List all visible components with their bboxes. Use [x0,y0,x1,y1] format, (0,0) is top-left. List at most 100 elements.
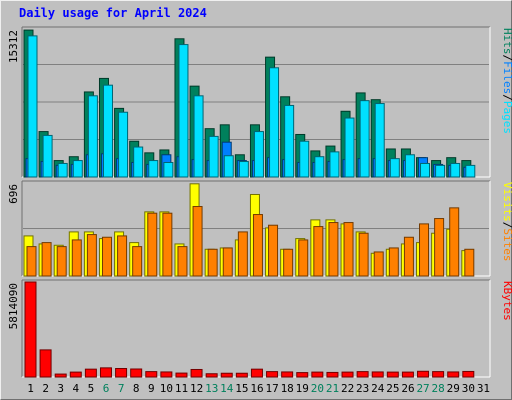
bar-sites [313,226,324,277]
bar-sites [373,251,384,277]
bar-pages [102,84,113,178]
day-label: 23 [356,382,369,395]
bar-pages [374,103,385,178]
bar-pages [133,146,144,178]
day-label: 15 [235,382,248,395]
bar-sites [283,248,294,277]
bar-pages [359,100,370,178]
bar-pages [344,117,355,178]
bar-kbytes [235,372,248,378]
bar-sites [237,231,248,277]
day-label: 20 [311,382,324,395]
day-label: 2 [42,382,49,395]
day-label: 18 [281,382,294,395]
bar-sites [222,247,233,277]
bar-kbytes [386,371,399,378]
bar-pages [465,164,476,178]
legend-item: Sites [501,228,512,261]
bar-sites [328,222,339,277]
bar-pages [389,158,400,178]
bar-pages [299,140,310,178]
bar-sites [403,236,414,277]
bar-pages [238,161,249,178]
bar-kbytes [99,367,112,378]
legend-label: KBytes [501,281,512,321]
y-max-label: 15312 [7,30,20,63]
day-label: 12 [190,382,203,395]
bar-kbytes [401,371,414,378]
bar-sites [117,235,128,277]
day-label: 27 [416,382,429,395]
legend-item: KBytes [501,281,512,321]
bar-pages [269,67,280,178]
y-max-label: 5814090 [7,283,20,329]
bar-pages [118,111,129,178]
bar-pages [87,95,98,178]
bar-sites [101,236,112,277]
bar-pages [435,164,446,178]
bar-pages [193,95,204,178]
bar-sites [147,212,158,277]
bar-pages [253,131,264,178]
bar-kbytes [296,372,309,378]
y-max-label: 696 [7,184,20,204]
legend-item: Hits [501,28,512,55]
day-label: 30 [462,382,475,395]
bar-kbytes [115,368,128,378]
bar-sites [207,248,218,277]
bar-kbytes [341,371,354,378]
bar-sites [449,207,460,277]
bar-sites [268,224,279,277]
day-label: 19 [296,382,309,395]
day-label: 11 [175,382,188,395]
legend-item: / [501,94,512,101]
day-label: 13 [205,382,218,395]
day-label: 6 [103,382,110,395]
day-label: 22 [341,382,354,395]
bar-sites [177,246,188,277]
bar-kbytes [250,368,263,378]
bar-sites [343,222,354,277]
legend-item: Files [501,61,512,94]
bar-sites [464,248,475,277]
day-label: 3 [57,382,64,395]
bar-kbytes [160,371,173,378]
day-label: 9 [148,382,155,395]
bar-sites [41,242,52,277]
bar-sites [358,232,369,277]
chart-title: Daily usage for April 2024 [19,6,207,20]
bar-kbytes [175,372,188,378]
day-label: 24 [371,382,385,395]
bar-kbytes [311,371,324,378]
day-label: 28 [432,382,445,395]
day-label: 31 [477,382,490,395]
bar-kbytes [54,373,67,378]
bar-kbytes [417,370,430,378]
day-label: 7 [118,382,125,395]
bar-sites [56,246,67,277]
bar-sites [298,239,309,277]
bar-kbytes [190,368,203,378]
day-label: 29 [447,382,460,395]
bar-pages [178,44,189,178]
day-label: 8 [133,382,140,395]
bar-kbytes [266,371,279,378]
bar-pages [314,156,325,178]
bar-kbytes [145,371,158,378]
bar-kbytes [24,281,37,378]
legend-item: Pages [501,101,512,134]
bar-pages [148,160,159,178]
bar-kbytes [205,373,218,378]
day-label: 21 [326,382,339,395]
bar-kbytes [130,368,143,378]
bar-kbytes [39,349,52,378]
bar-pages [57,162,68,178]
bar-pages [27,35,38,178]
bar-pages [404,154,415,178]
bar-kbytes [69,371,82,378]
bar-kbytes [356,371,369,378]
bar-sites [192,206,203,277]
bar-pages [420,162,431,178]
bar-pages [208,135,219,178]
